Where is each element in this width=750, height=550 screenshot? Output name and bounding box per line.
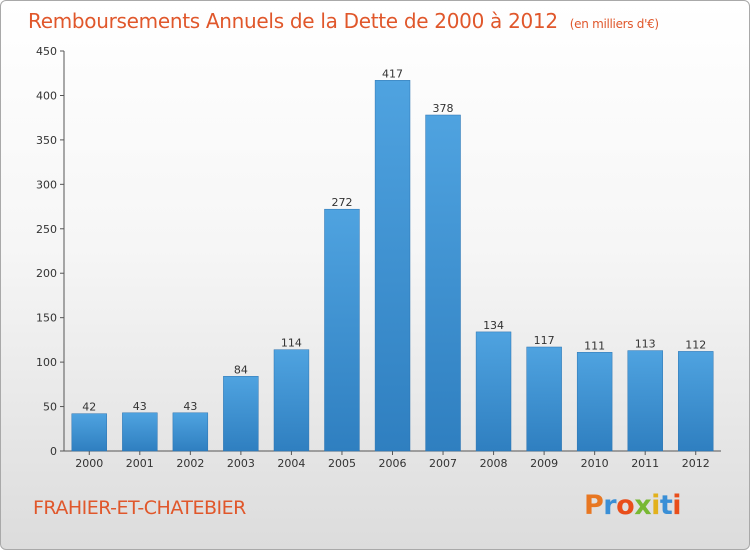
x-tick-label: 2005 (328, 457, 356, 470)
value-label: 378 (433, 102, 454, 115)
chart-bars (71, 80, 714, 452)
value-label: 417 (382, 67, 403, 80)
x-tick-label: 2002 (176, 457, 204, 470)
y-tick-label: 0 (50, 445, 57, 458)
x-tick-label: 2001 (126, 457, 154, 470)
x-tick-label: 2007 (429, 457, 457, 470)
bar-2007 (425, 114, 461, 452)
bar-2002 (172, 412, 209, 452)
logo-letter: P (584, 490, 604, 521)
y-tick-label: 250 (36, 223, 57, 236)
bar-2001 (122, 412, 158, 452)
value-label: 84 (234, 363, 248, 376)
y-tick-label: 150 (36, 312, 57, 325)
x-tick-label: 2010 (581, 457, 609, 470)
bar-2011 (627, 350, 663, 452)
commune-name: FRAHIER-ET-CHATEBIER (33, 497, 246, 519)
y-tick-label: 450 (36, 45, 57, 58)
logo-letter: i (651, 490, 660, 521)
value-label: 43 (133, 400, 147, 413)
logo-letter: r (603, 490, 617, 521)
y-tick-label: 200 (36, 267, 57, 280)
bar-2010 (576, 352, 613, 452)
logo-letter: o (616, 490, 635, 521)
x-tick-label: 2006 (379, 457, 407, 470)
bar-2008 (475, 331, 512, 452)
value-label: 272 (331, 196, 352, 209)
chart-title: Remboursements Annuels de la Dette de 20… (28, 9, 659, 33)
y-tick-label: 350 (36, 134, 57, 147)
value-label: 43 (183, 400, 197, 413)
logo-letter: x (634, 490, 652, 521)
bar-2003 (223, 376, 259, 452)
chart-labels: 2000 42 2001 43 2002 43 2003 84 2004 114 2005 272 20… (75, 67, 709, 470)
bar-2009 (526, 346, 562, 452)
value-label: 114 (281, 337, 302, 350)
chart-title-text: Remboursements Annuels de la Dette de 20… (28, 9, 558, 33)
logo-letter: t (659, 490, 673, 521)
value-label: 134 (483, 319, 504, 332)
y-tick-label: 100 (36, 356, 57, 369)
x-tick-label: 2000 (75, 457, 103, 470)
value-label: 111 (584, 339, 605, 352)
x-tick-label: 2011 (631, 457, 659, 470)
value-label: 42 (82, 401, 96, 414)
y-tick-label: 300 (36, 178, 57, 191)
proxiti-logo: Proxiti (584, 490, 682, 521)
value-label: 113 (635, 338, 656, 351)
bar-2012 (678, 351, 714, 452)
x-tick-label: 2008 (480, 457, 508, 470)
value-label: 117 (534, 334, 555, 347)
bar-2006 (374, 80, 411, 452)
logo-letter: i (672, 490, 682, 521)
value-label: 112 (685, 338, 706, 351)
x-tick-label: 2009 (530, 457, 558, 470)
y-tick-label: 400 (36, 89, 57, 102)
x-tick-label: 2003 (227, 457, 255, 470)
chart-subtitle: (en milliers d'€) (569, 17, 659, 31)
bar-2000 (71, 413, 107, 452)
y-tick-label: 50 (43, 401, 57, 414)
x-tick-label: 2012 (682, 457, 710, 470)
bar-2005 (324, 208, 360, 452)
bar-2004 (273, 349, 310, 452)
x-tick-label: 2004 (277, 457, 305, 470)
